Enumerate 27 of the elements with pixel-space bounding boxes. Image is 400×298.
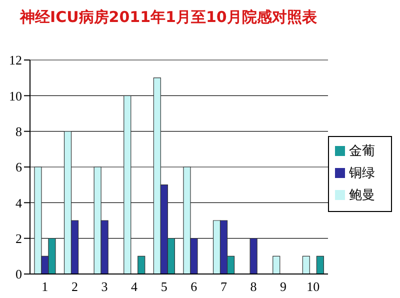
bar bbox=[302, 256, 310, 274]
y-tick-label: 2 bbox=[16, 230, 22, 246]
legend-label: 金葡 bbox=[349, 144, 375, 159]
y-tick-label: 0 bbox=[16, 266, 22, 282]
x-tick-label: 4 bbox=[131, 279, 138, 294]
x-tick-label: 10 bbox=[306, 279, 320, 294]
x-tick-label: 1 bbox=[42, 279, 48, 294]
y-tick-label: 6 bbox=[16, 160, 22, 175]
bar bbox=[272, 256, 280, 274]
bar bbox=[124, 95, 132, 274]
bar bbox=[316, 256, 324, 274]
x-tick-label: 2 bbox=[71, 279, 78, 294]
y-tick-label: 4 bbox=[16, 195, 22, 210]
chart-title: 神经ICU病房2011年1月至10月院感对照表 bbox=[20, 8, 317, 27]
y-tick-label: 12 bbox=[9, 52, 22, 68]
legend-label: 鲍曼 bbox=[349, 188, 375, 203]
bar bbox=[138, 256, 146, 274]
x-tick-label: 9 bbox=[280, 279, 287, 294]
y-tick-label: 10 bbox=[9, 88, 22, 104]
x-tick-label: 8 bbox=[250, 279, 257, 294]
bar bbox=[250, 238, 258, 274]
x-tick-label: 3 bbox=[101, 279, 108, 294]
x-tick-label: 6 bbox=[190, 279, 198, 294]
y-tick-label: 8 bbox=[16, 124, 22, 139]
x-tick-label: 5 bbox=[160, 279, 168, 294]
x-tick-label: 7 bbox=[220, 279, 228, 294]
legend-label: 铜绿 bbox=[349, 166, 375, 181]
